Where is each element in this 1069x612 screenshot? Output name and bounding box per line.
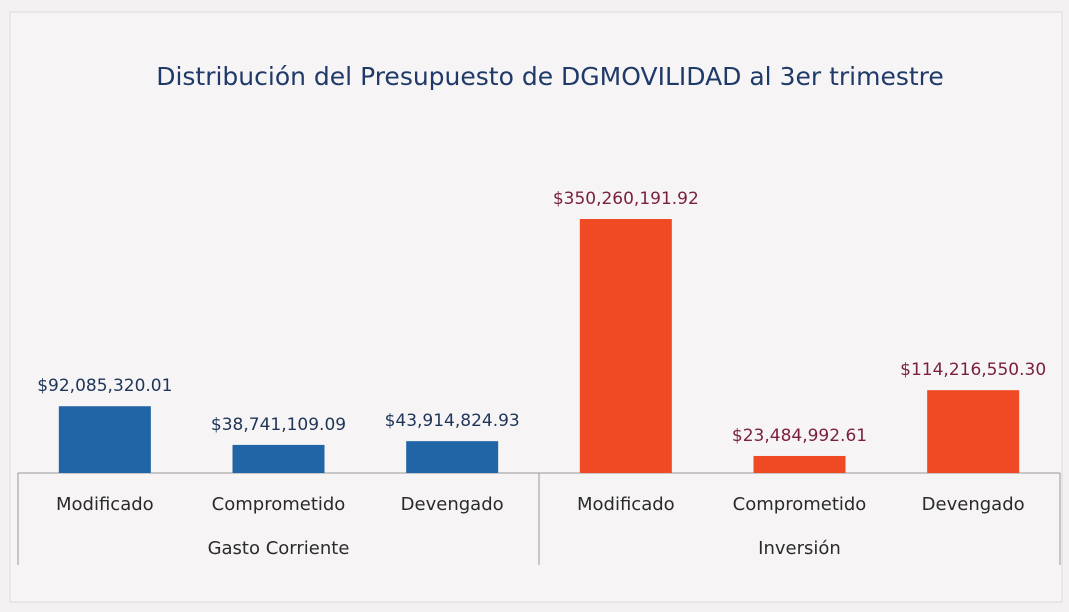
- data-label: $43,914,824.93: [385, 411, 520, 431]
- bar: [232, 444, 325, 473]
- x-tick-label: Comprometido: [733, 494, 867, 515]
- data-label: $350,260,191.92: [553, 189, 699, 209]
- group-label: Gasto Corriente: [208, 538, 350, 559]
- bar: [579, 219, 672, 473]
- group-label: Inversión: [758, 538, 841, 559]
- x-tick-label: Comprometido: [212, 494, 346, 515]
- x-tick-label: Modificado: [56, 494, 154, 515]
- x-tick-label: Devengado: [922, 494, 1025, 515]
- bar: [406, 441, 499, 473]
- data-label: $38,741,109.09: [211, 415, 346, 435]
- x-tick-label: Devengado: [401, 494, 504, 515]
- data-label: $23,484,992.61: [732, 426, 867, 446]
- bar: [58, 406, 151, 473]
- chart-title: Distribución del Presupuesto de DGMOVILI…: [156, 62, 944, 91]
- bar: [753, 455, 846, 473]
- chart-frame: [9, 11, 1063, 603]
- bar: [927, 390, 1020, 473]
- data-label: $92,085,320.01: [37, 376, 172, 396]
- x-tick-label: Modificado: [577, 494, 675, 515]
- data-label: $114,216,550.30: [900, 360, 1046, 380]
